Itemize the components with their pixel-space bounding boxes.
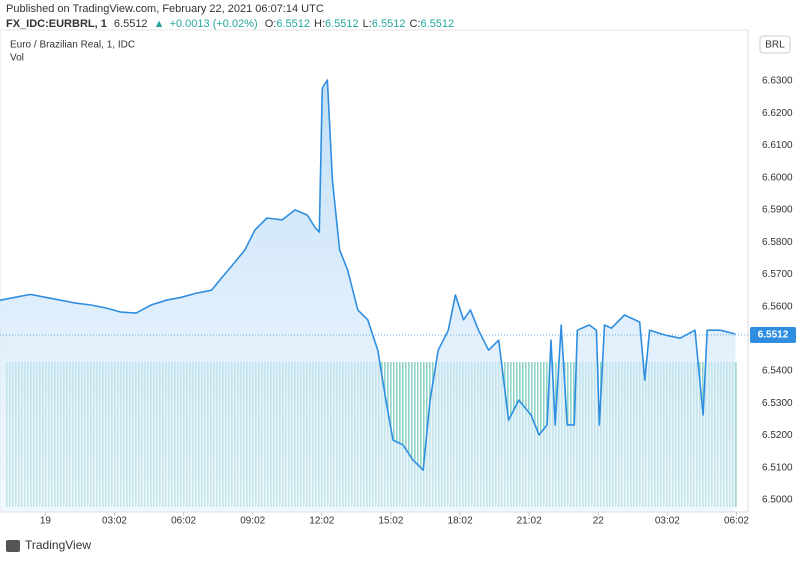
y-tick-label: 6.5900 (762, 205, 793, 216)
y-tick-label: 6.6300 (762, 76, 793, 87)
published: Published on TradingView.com, February 2… (6, 3, 324, 15)
y-tick-label: 6.5000 (762, 495, 793, 506)
up-arrow: ▲ (154, 18, 165, 30)
x-tick-label: 09:02 (240, 516, 265, 527)
x-tick-label: 03:02 (102, 516, 127, 527)
brand-logo (6, 540, 20, 552)
ohlc-label: O: (265, 18, 277, 30)
y-tick-label: 6.5100 (762, 462, 793, 473)
x-tick-label: 12:02 (309, 516, 334, 527)
symbol: FX_IDC:EURBRL, 1 (6, 18, 107, 30)
y-tick-label: 6.6200 (762, 108, 793, 119)
y-tick-label: 6.5600 (762, 301, 793, 312)
last-price-label: 6.5512 (758, 330, 789, 341)
area-fill (0, 80, 736, 512)
ohlc-value: 6.5512 (325, 18, 359, 30)
ohlc: O:6.5512 H:6.5512 L:6.5512 C:6.5512 (265, 18, 454, 30)
x-tick-label: 15:02 (378, 516, 403, 527)
brand-name: TradingView (25, 538, 91, 552)
ohlc-label: C: (410, 18, 421, 30)
change: +0.0013 (+0.02%) (170, 18, 258, 30)
ohlc-value: 6.5512 (372, 18, 406, 30)
y-tick-label: 6.6000 (762, 172, 793, 183)
currency-button[interactable] (759, 35, 791, 54)
volume-label: Vol (10, 53, 24, 64)
ohlc-label: L: (363, 18, 372, 30)
ohlc-value: 6.5512 (421, 18, 455, 30)
header-line: FX_IDC:EURBRL, 1 6.5512 ▲ +0.0013 (+0.02… (6, 18, 454, 30)
price-line (0, 79, 736, 471)
last: 6.5512 (114, 18, 148, 30)
ohlc-value: 6.5512 (276, 18, 310, 30)
series-layer (0, 79, 736, 512)
brand: TradingView (6, 538, 91, 552)
x-tick-label: 03:02 (655, 516, 680, 527)
x-tick-label: 21:02 (517, 516, 542, 527)
y-tick-label: 6.6100 (762, 140, 793, 151)
x-tick-label: 19 (40, 516, 52, 527)
ohlc-label: H: (314, 18, 325, 30)
y-tick-label: 6.5800 (762, 237, 793, 248)
chart-title: Euro / Brazilian Real, 1, IDC (10, 40, 135, 51)
y-tick-label: 6.5700 (762, 269, 793, 280)
x-tick-label: 06:02 (724, 516, 749, 527)
x-tick-label: 22 (593, 516, 605, 527)
y-tick-label: 6.5300 (762, 398, 793, 409)
x-tick-label: 18:02 (448, 516, 473, 527)
y-tick-label: 6.5200 (762, 430, 793, 441)
last-price-tag (750, 326, 796, 343)
x-tick-label: 06:02 (171, 516, 196, 527)
y-tick-label: 6.5400 (762, 366, 793, 377)
currency[interactable]: BRL (765, 40, 785, 51)
